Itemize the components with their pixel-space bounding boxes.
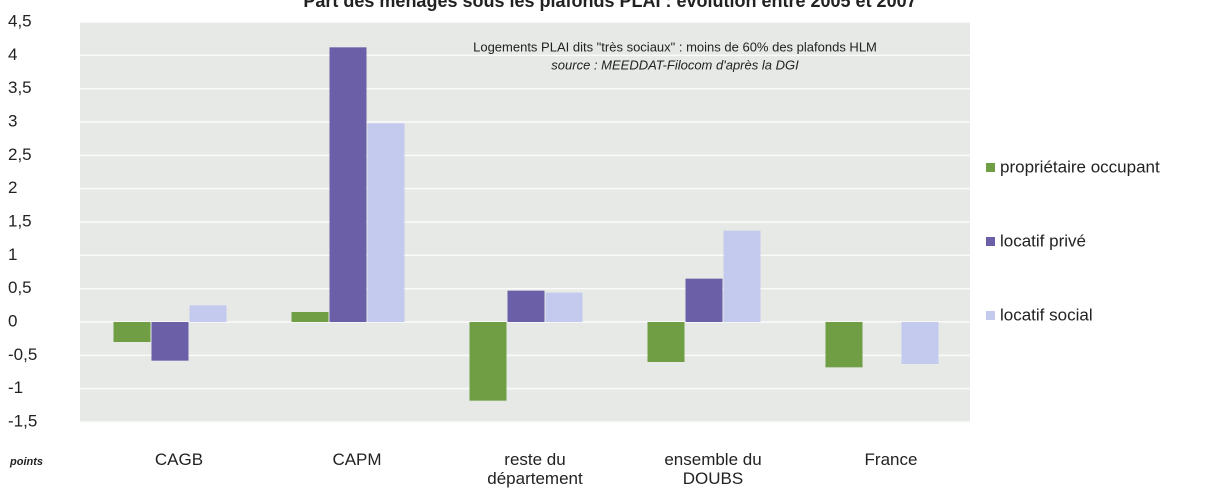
bar bbox=[647, 322, 685, 362]
x-tick-label: CAGB bbox=[154, 450, 204, 469]
legend-label: propriétaire occupant bbox=[1000, 157, 1160, 176]
legend-swatch bbox=[986, 237, 995, 246]
bar bbox=[113, 322, 151, 342]
bar bbox=[367, 123, 405, 322]
annotation: Logements PLAI dits "très sociaux" : moi… bbox=[473, 39, 877, 54]
y-tick-label: 4 bbox=[8, 45, 17, 64]
bar bbox=[189, 305, 227, 322]
bar bbox=[685, 278, 723, 322]
bar bbox=[901, 322, 939, 364]
source: source : MEEDDAT-Filocom d'après la DGI bbox=[551, 57, 799, 72]
y-tick-label: 3,5 bbox=[8, 78, 32, 97]
bar bbox=[545, 292, 583, 322]
bar bbox=[291, 312, 329, 322]
y-tick-label: 2 bbox=[8, 178, 17, 197]
y-tick-label: 2,5 bbox=[8, 145, 32, 164]
x-tick-label: France bbox=[864, 450, 918, 469]
bar bbox=[507, 290, 545, 322]
bar bbox=[723, 230, 761, 322]
y-tick-label: 4,5 bbox=[8, 11, 32, 30]
x-tick-label: CAPM bbox=[332, 450, 382, 469]
bar bbox=[151, 322, 189, 361]
chart-title: Part des ménages sous les plafonds PLAI … bbox=[303, 0, 916, 11]
y-tick-label: 0,5 bbox=[8, 278, 32, 297]
legend-swatch bbox=[986, 311, 995, 320]
bar bbox=[825, 322, 863, 368]
y-tick-label: 1,5 bbox=[8, 211, 32, 230]
legend-label: locatif social bbox=[1000, 305, 1093, 324]
y-unit: points bbox=[9, 456, 43, 468]
y-tick-label: -1 bbox=[8, 378, 23, 397]
x-tick-label: ensemble du DOUBS bbox=[664, 450, 762, 488]
y-tick-label: 1 bbox=[8, 245, 17, 264]
y-tick-label: -1,5 bbox=[8, 411, 37, 430]
bar bbox=[469, 322, 507, 401]
y-tick-label: 0 bbox=[8, 311, 17, 330]
x-tick-label: reste du département bbox=[487, 450, 583, 488]
y-tick-label: -0,5 bbox=[8, 345, 37, 364]
legend-label: locatif privé bbox=[1000, 231, 1086, 250]
bar bbox=[329, 47, 367, 322]
legend-swatch bbox=[986, 163, 995, 172]
y-tick-label: 3 bbox=[8, 111, 17, 130]
